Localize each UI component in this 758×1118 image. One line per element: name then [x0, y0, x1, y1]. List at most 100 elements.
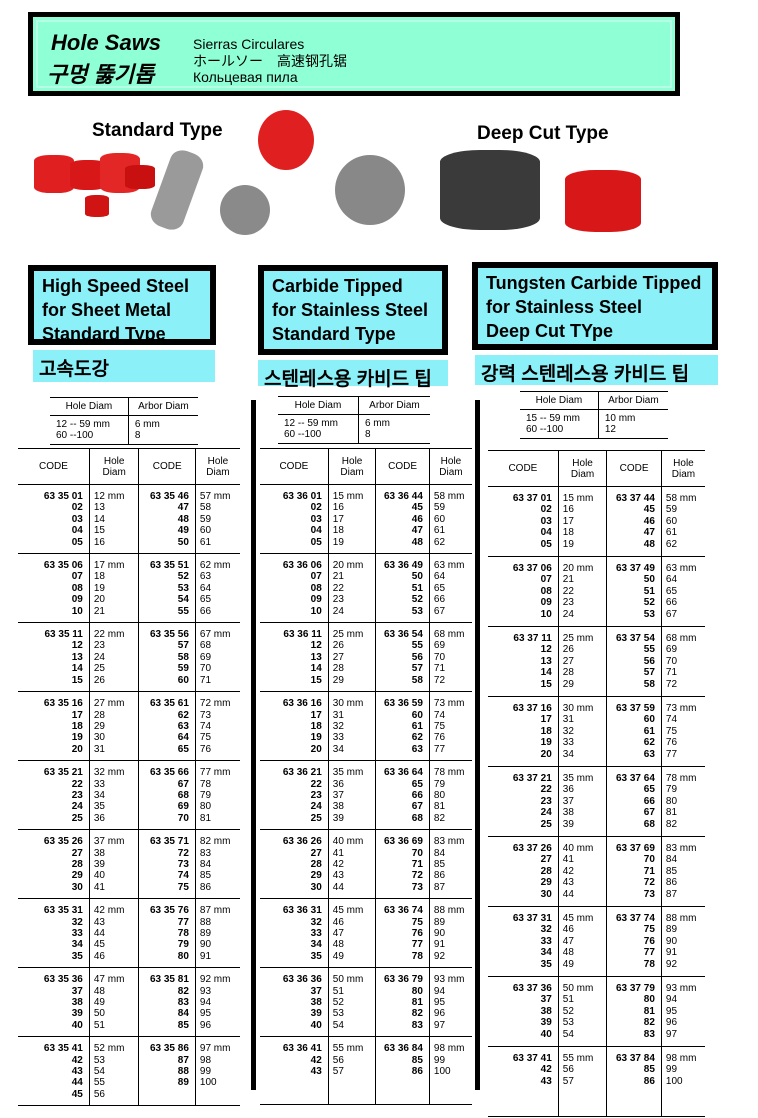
- product-code: 40: [540, 1028, 552, 1040]
- hole-diameter: 97 mm: [199, 1043, 231, 1055]
- hole-diameter: 63: [199, 571, 212, 583]
- product-code: 59: [177, 663, 189, 675]
- hole-diameter: 98: [199, 1054, 212, 1066]
- hole-diam-cell: 15 mm 16 17 18 19: [557, 486, 607, 557]
- hole-diameter: 35 mm: [332, 767, 364, 779]
- product-code: 15: [310, 674, 322, 686]
- hole-diam-cell: 58 mm 59 60 61 62: [428, 484, 472, 555]
- table-row-group: 63 36 31 32 33 34 35 45 mm 46 47 48 49 63 36 74 75 7…: [260, 898, 472, 969]
- hole-diameter: 78 mm: [665, 773, 697, 784]
- product-code: 63 35 71: [149, 836, 189, 848]
- code-cell: 63 36 84 85 86: [375, 1036, 430, 1106]
- product-code: 35: [540, 958, 552, 970]
- code-cell: 63 35 26 27 28 29 30: [18, 829, 90, 900]
- product-code: 07: [310, 571, 322, 583]
- product-code-table: CODE Hole Diam CODE Hole Diam 63 37 01 02 03 04…: [488, 450, 705, 1117]
- hole-diameter: 90: [433, 928, 446, 939]
- hole-diameter: 23: [332, 594, 344, 606]
- hole-diameter: 92: [665, 958, 678, 970]
- product-code: 63 36 11: [283, 629, 322, 641]
- product-code: 63 35 21: [43, 767, 83, 779]
- product-code: 65: [411, 778, 423, 790]
- hole-diameter: 39: [93, 858, 105, 870]
- product-code: 68: [411, 812, 423, 824]
- hole-diameter: 25 mm: [562, 633, 594, 644]
- hole-diameter: 69: [665, 644, 678, 656]
- hole-diam-cell: 58 mm 59 60 61 62: [660, 486, 705, 557]
- section-title-line: Deep Cut TYpe: [486, 321, 614, 341]
- hole-diameter: 84: [199, 858, 212, 870]
- table-row-group: 63 37 26 27 28 29 30 40 mm 41 42 43 44 63 37 69 70 7…: [488, 836, 705, 907]
- product-code: 23: [310, 789, 322, 801]
- hole-diameter: 89: [433, 916, 446, 928]
- title-korean: 구멍 뚫기톱: [47, 62, 155, 87]
- hole-diam-cell: 87 mm 88 89 90 91: [194, 898, 240, 969]
- product-code: 35: [71, 950, 83, 962]
- table-row-group: 63 35 21 22 23 24 25 32 mm 33 34 35 36 63 35 66 67 6…: [18, 760, 240, 831]
- hole-diameter: 37: [332, 789, 344, 801]
- hole-diameter: 60: [665, 515, 678, 527]
- hole-diameter: 15: [93, 525, 105, 537]
- hole-diam-cell: 40 mm 41 42 43 44: [557, 836, 607, 907]
- product-code: 47: [643, 527, 655, 539]
- product-code: 02: [71, 502, 83, 514]
- hole-diam-cell: 73 mm 74 75 76 77: [660, 696, 705, 767]
- product-code: 63 36 84: [383, 1043, 423, 1055]
- product-code: 13: [310, 651, 322, 663]
- hole-diam-cell: 67 mm 68 69 70 71: [194, 622, 240, 693]
- product-code: 03: [310, 513, 322, 525]
- code-cell: 63 37 79 80 81 82 83: [606, 976, 662, 1047]
- product-code: 55: [411, 640, 423, 652]
- hole-diam-cell: 82 mm 83 84 85 86: [194, 829, 240, 900]
- code-cell: 63 35 46 47 48 49 50: [138, 484, 196, 555]
- product-code: 05: [310, 536, 322, 548]
- section-title-line: for Stainless Steel: [486, 297, 643, 317]
- table-row-group: 63 37 01 02 03 04 05 15 mm 16 17 18 19 63 37 44 45 4…: [488, 486, 705, 557]
- hole-diameter: 47: [332, 928, 344, 939]
- product-code: 25: [71, 812, 83, 824]
- subtitle-russian: Кольцевая пила: [193, 69, 298, 85]
- product-code: 05: [540, 538, 552, 550]
- product-code: 63 36 26: [282, 836, 322, 848]
- section-title-line: for Stainless Steel: [272, 300, 429, 320]
- hole-diameter: 23: [93, 640, 105, 652]
- hole-diam-cell: 93 mm 94 95 96 97: [428, 967, 472, 1038]
- hole-diameter: 88 mm: [665, 913, 697, 924]
- product-code: 63 37 26: [512, 843, 552, 854]
- hole-diameter: 94: [433, 985, 446, 997]
- product-code: 62: [643, 737, 655, 749]
- hole-diameter: 74: [433, 709, 446, 721]
- hole-diameter: 26: [332, 640, 344, 652]
- hole-diameter: 53: [332, 1008, 344, 1020]
- hole-diameter: 33: [332, 732, 344, 744]
- code-cell: 63 35 36 37 38 39 40: [18, 967, 90, 1038]
- code-cell: 63 36 16 17 18 19 20: [260, 691, 329, 762]
- hole-diameter: 94: [665, 994, 678, 1006]
- product-code: 82: [411, 1008, 423, 1020]
- product-code: 51: [411, 582, 423, 594]
- product-code-table: CODE Hole Diam CODE Hole Diam 63 35 01 02 03 04…: [18, 448, 240, 1107]
- hole-diameter: 86: [433, 870, 446, 882]
- hole-diameter: 76: [199, 743, 212, 755]
- product-code: [143, 1089, 188, 1100]
- product-code: 75: [411, 916, 423, 928]
- product-code: 18: [71, 720, 83, 732]
- section-title-box: High Speed Steel for Sheet Metal Standard …: [28, 265, 216, 345]
- hole-diam-cell: 25 mm 26 27 28 29: [327, 622, 376, 693]
- hole-diameter: 50 mm: [332, 974, 364, 986]
- product-code: 04: [71, 525, 83, 537]
- arbor-row: 60 --100 12: [520, 424, 668, 438]
- code-cell: 63 35 11 12 13 14 15: [18, 622, 90, 693]
- product-code: 75: [643, 924, 655, 936]
- product-code: 78: [411, 950, 423, 962]
- title-english: Hole Saws: [51, 30, 162, 55]
- product-code: 85: [411, 1054, 423, 1066]
- hole-diameter: 95: [199, 1008, 212, 1020]
- product-code: 77: [177, 916, 189, 928]
- table-row-group: 63 35 31 32 33 34 35 42 mm 43 44 45 46 63 35 76 77 7…: [18, 898, 240, 969]
- product-code: 38: [310, 997, 322, 1009]
- product-code: 27: [310, 847, 322, 859]
- arbor-cell: 6 mm: [134, 419, 160, 430]
- product-code: 63 35 01: [43, 491, 83, 502]
- hole-diameter: 12 mm: [93, 491, 125, 502]
